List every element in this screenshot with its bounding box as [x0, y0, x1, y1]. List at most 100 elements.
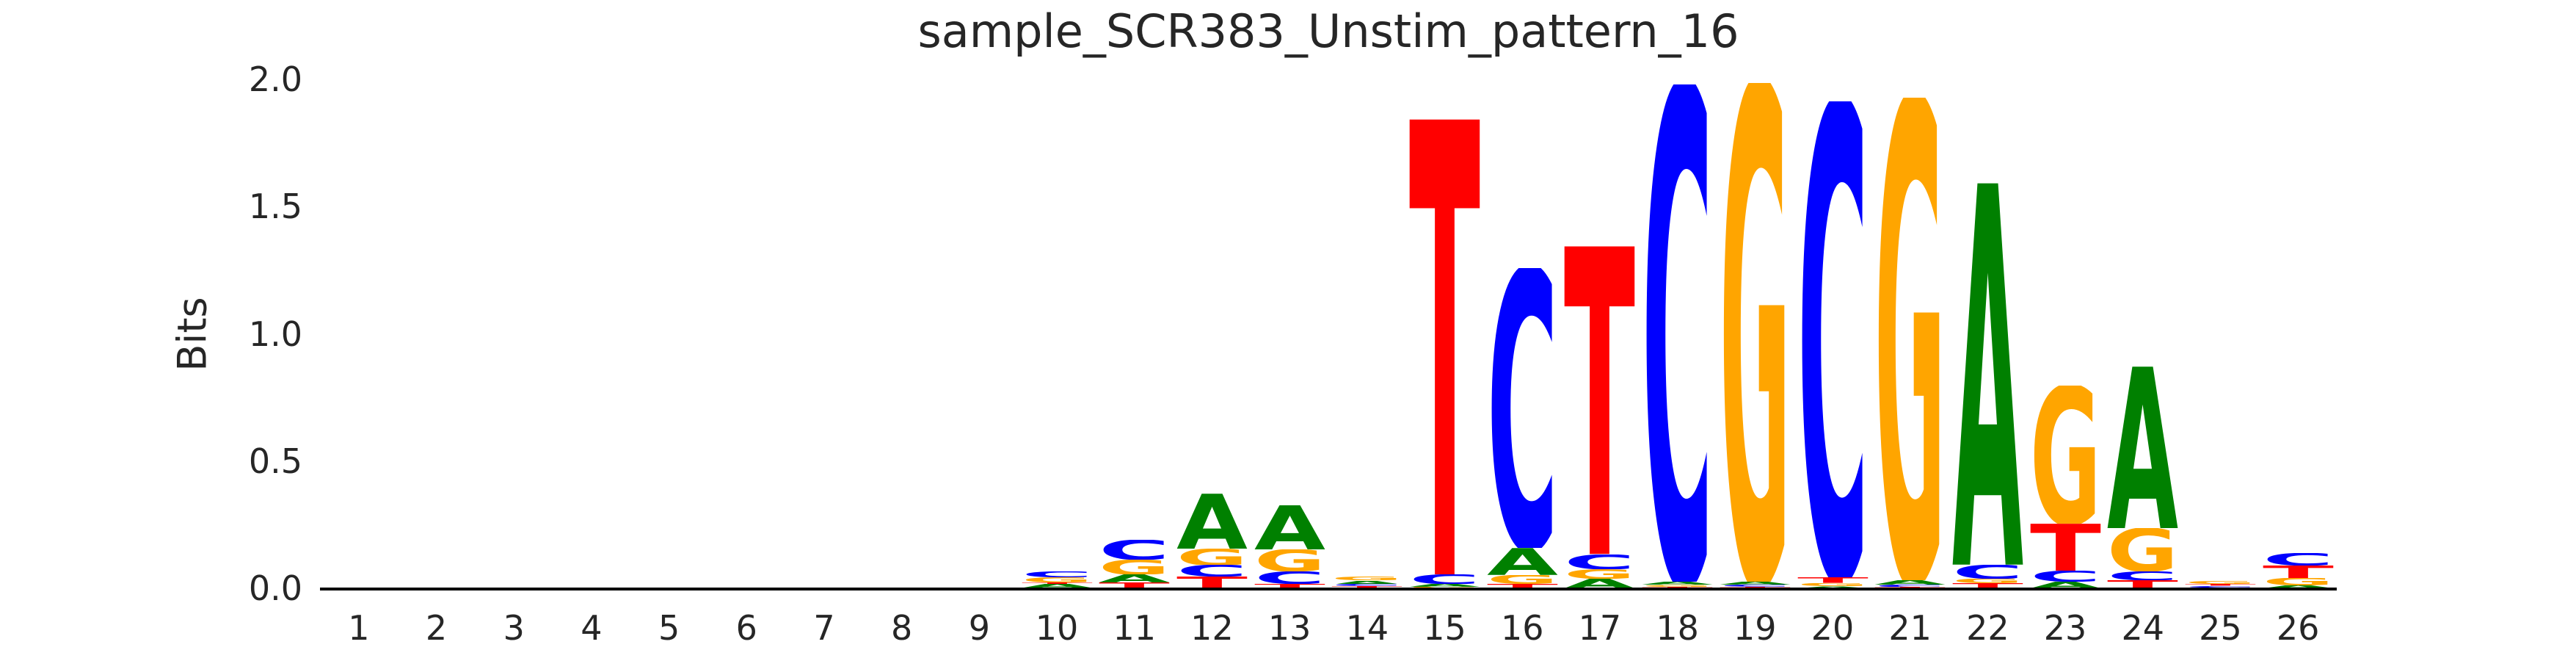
svg-text:A: A	[1952, 183, 2023, 565]
logo-letter-A: A	[1642, 582, 1713, 585]
logo-letter-A: A	[1797, 586, 1869, 588]
x-tick-label: 25	[2199, 608, 2242, 648]
chart-title: sample_SCR383_Unstim_pattern_16	[917, 4, 1739, 58]
logo-letter-A: A	[1564, 579, 1635, 588]
logo-letter-G: G	[1176, 549, 1248, 566]
svg-text:T: T	[1952, 583, 2023, 588]
svg-text:T: T	[2263, 566, 2334, 578]
logo-letter-C: C	[1409, 574, 1480, 584]
logo-letter-A: A	[1022, 584, 1093, 588]
logo-letter-A: A	[2030, 582, 2101, 588]
svg-text:A: A	[2030, 582, 2101, 588]
svg-text:T: T	[1564, 246, 1635, 554]
logo-letter-G: G	[1487, 575, 1558, 584]
logo-letter-T: T	[1254, 584, 1325, 588]
x-tick-label: 8	[891, 608, 913, 648]
logo-letter-C: C	[1720, 585, 1791, 587]
svg-text:G: G	[1022, 577, 1093, 582]
svg-text:T: T	[1487, 584, 1558, 588]
logo-letter-T: T	[1487, 584, 1558, 588]
x-tick-label: 3	[503, 608, 525, 648]
svg-text:T: T	[2185, 584, 2256, 585]
logo-letter-A: A	[2263, 585, 2334, 588]
logo-letter-A: A	[1099, 574, 1170, 582]
logo-letter-G: G	[2185, 581, 2256, 584]
svg-text:G: G	[1797, 583, 1869, 586]
logo-letter-G: G	[1564, 569, 1635, 579]
x-tick-label: 9	[968, 608, 991, 648]
svg-text:G: G	[1952, 579, 2023, 583]
logo-letter-T: T	[2030, 524, 2101, 571]
svg-text:A: A	[2107, 366, 2178, 528]
logo-letter-T: T	[1952, 583, 2023, 588]
logo-letter-T: T	[1797, 577, 1869, 583]
svg-text:A: A	[1409, 584, 1480, 587]
x-tick-label: 4	[581, 608, 603, 648]
svg-text:C: C	[2107, 571, 2178, 580]
svg-text:C: C	[2030, 571, 2101, 582]
svg-text:A: A	[1564, 579, 1635, 588]
svg-text:C: C	[1022, 571, 1093, 577]
svg-text:G: G	[1254, 549, 1325, 571]
svg-text:A: A	[1874, 580, 1946, 585]
svg-text:T: T	[1331, 586, 1402, 588]
x-tick-label: 12	[1190, 608, 1234, 648]
x-tick-label: 17	[1578, 608, 1622, 648]
logo-letter-A: A	[1874, 580, 1946, 585]
logo-letter-C: C	[1797, 101, 1869, 577]
svg-text:C: C	[1874, 585, 1946, 587]
svg-text:G: G	[1720, 83, 1791, 582]
svg-text:G: G	[2263, 578, 2334, 585]
y-tick-label: 0.0	[248, 568, 302, 608]
logo-letter-T: T	[1022, 582, 1093, 585]
logo-letter-G: G	[1099, 560, 1170, 574]
svg-text:C: C	[1642, 84, 1713, 582]
logo-letter-G: G	[2030, 386, 2101, 524]
x-tick-label: 1	[348, 608, 370, 648]
svg-text:G: G	[1331, 577, 1402, 580]
svg-text:A: A	[1254, 505, 1325, 549]
svg-text:T: T	[1176, 577, 1248, 588]
x-tick-label: 21	[1888, 608, 1932, 648]
svg-text:C: C	[1409, 574, 1480, 584]
logo-letter-A: A	[1409, 584, 1480, 587]
y-axis-label: Bits	[169, 297, 216, 372]
y-tick-label: 2.0	[248, 59, 302, 99]
x-tick-label: 13	[1267, 608, 1311, 648]
svg-text:T: T	[2030, 524, 2101, 571]
logo-letter-C: C	[1022, 571, 1093, 577]
x-tick-label: 22	[1966, 608, 2009, 648]
logo-letter-G: G	[1254, 549, 1325, 571]
svg-text:A: A	[1331, 581, 1402, 585]
svg-text:C: C	[1099, 540, 1170, 560]
svg-text:T: T	[1099, 582, 1170, 588]
x-tick-label: 2	[425, 608, 448, 648]
logo-letter-G: G	[1874, 98, 1946, 580]
logo-letter-T: T	[1642, 587, 1713, 588]
logo-letter-C: C	[2263, 553, 2334, 566]
logo-letter-T: T	[2107, 580, 2178, 588]
x-tick-label: 5	[658, 608, 680, 648]
svg-text:A: A	[1720, 582, 1791, 585]
x-tick-label: 19	[1733, 608, 1777, 648]
logo-letter-C: C	[1564, 555, 1635, 569]
logo-letter-G: G	[1022, 577, 1093, 582]
x-tick-label: 7	[813, 608, 835, 648]
logo-letter-T: T	[1564, 246, 1635, 554]
svg-text:A: A	[1022, 584, 1093, 588]
x-tick-label: 24	[2121, 608, 2165, 648]
logo-letter-G: G	[1331, 577, 1402, 580]
x-tick-label: 15	[1423, 608, 1466, 648]
logo-letter-C: C	[1254, 571, 1325, 584]
svg-text:C: C	[1254, 571, 1325, 584]
x-tick-label: 10	[1035, 608, 1079, 648]
x-tick-label: 14	[1345, 608, 1389, 648]
logo-letter-A: A	[1254, 505, 1325, 549]
x-tick-label: 11	[1113, 608, 1157, 648]
svg-text:C: C	[1797, 101, 1869, 577]
logo-letter-C: C	[1099, 540, 1170, 560]
svg-text:A: A	[1487, 548, 1558, 574]
svg-text:C: C	[1952, 565, 2023, 579]
logo-letter-C: C	[2030, 571, 2101, 582]
logo-letter-T: T	[1099, 582, 1170, 588]
